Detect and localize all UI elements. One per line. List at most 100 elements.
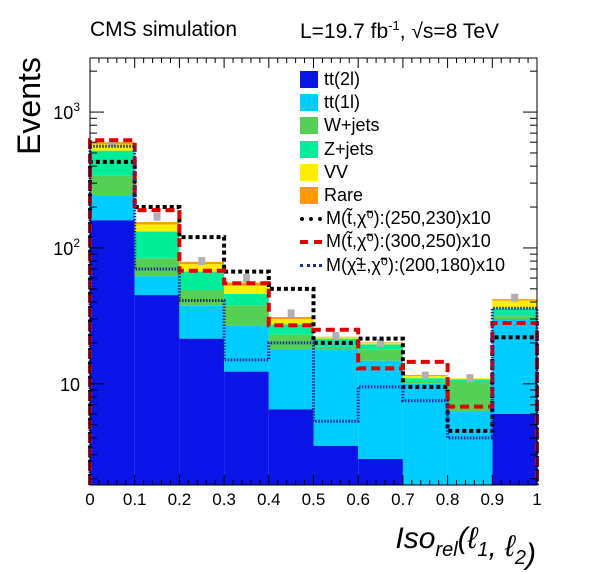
legend-label: W+jets [324, 115, 380, 136]
legend-entry: tt(1l) [300, 91, 505, 114]
y-tick-label: 10 [60, 375, 80, 395]
y-tick-label: 102 [53, 236, 80, 259]
uncertainty-marker [332, 331, 340, 340]
legend-entry: M(t̃,χ̃⁰):(250,230)x10 [300, 207, 505, 230]
legend-entry: Rare [300, 184, 505, 207]
legend-label: M(χ̃±,χ̃⁰):(200,180)x10 [326, 254, 506, 275]
stack-bar [90, 220, 135, 485]
stack-bar [134, 276, 180, 296]
stack-bar [268, 324, 314, 335]
stack-bar [134, 231, 180, 259]
lumi-text: L=19.7 fb [300, 20, 389, 43]
x-tick-label: 1 [532, 490, 541, 509]
stack-bar [224, 285, 269, 295]
legend-swatch [300, 117, 318, 135]
stack-bar [179, 338, 225, 485]
stack-bar [134, 224, 180, 232]
stack-bar [492, 300, 537, 309]
legend-swatch [300, 140, 318, 158]
y-tick-label: 103 [53, 100, 80, 123]
energy-text: , √s=8 TeV [399, 20, 500, 43]
stack-bar [134, 258, 180, 277]
legend-swatch [300, 187, 318, 205]
uncertainty-marker [421, 371, 429, 380]
x-tick-label: 0.5 [302, 490, 326, 509]
stack-bar [268, 349, 314, 410]
uncertainty-marker [466, 374, 474, 383]
uncertainty-marker [511, 293, 519, 302]
stack-bar [313, 445, 359, 485]
stack-bar [268, 317, 314, 319]
legend-label: tt(2l) [324, 69, 360, 90]
x-tick-label: 0 [85, 490, 94, 509]
legend-entry: M(t̃,χ̃⁰):(300,250)x10 [300, 230, 505, 253]
stack-bar [358, 360, 403, 459]
x-axis-title: Isorel(ℓ1, ℓ2) [395, 522, 536, 571]
legend: tt(2l) tt(1l) W+jets Z+jets VV Rare M(t̃… [300, 68, 505, 277]
legend-swatch [300, 163, 318, 181]
uncertainty-marker [242, 274, 250, 283]
legend-entry: tt(2l) [300, 68, 505, 91]
stack-bar [447, 412, 493, 485]
legend-entry: Z+jets [300, 138, 505, 161]
y-axis-title: Events [11, 57, 47, 155]
stack-bar [224, 305, 269, 326]
legend-swatch [300, 71, 318, 89]
stack-bar [358, 349, 403, 361]
header-left: CMS simulation [90, 18, 238, 41]
stack-bar [90, 195, 135, 221]
stack-bar [268, 318, 314, 325]
x-tick-label: 0.4 [257, 490, 281, 509]
stack-bar [313, 346, 359, 350]
uncertainty-marker [287, 309, 295, 318]
legend-label: Z+jets [324, 138, 374, 159]
legend-label: M(t̃,χ̃⁰):(300,250)x10 [326, 231, 491, 252]
stack-bar [268, 334, 314, 350]
stack-bar [134, 295, 180, 485]
x-tick-label: 0.9 [480, 490, 504, 509]
uncertainty-marker [198, 257, 206, 266]
signal-line [88, 138, 539, 485]
uncertainty-marker [377, 338, 385, 347]
x-tick-label: 0.2 [168, 490, 192, 509]
legend-label: M(t̃,χ̃⁰):(250,230)x10 [326, 208, 491, 229]
stack-bar [492, 413, 537, 485]
stack-bar [90, 175, 135, 196]
stack-bar [402, 383, 448, 485]
x-tick-label: 0.8 [436, 490, 460, 509]
stack-bar [402, 380, 448, 384]
stack-bar [134, 222, 180, 225]
stack-bar [179, 290, 225, 306]
x-tick-label: 0.3 [212, 490, 236, 509]
lumi-exponent: -1 [388, 18, 400, 33]
stack-bar [358, 458, 403, 485]
stack-bar [492, 316, 537, 319]
x-tick-label: 0.1 [123, 490, 147, 509]
stack-bar [492, 308, 537, 317]
stack-bar [179, 305, 225, 339]
legend-label: VV [324, 161, 349, 182]
legend-line [300, 263, 322, 267]
legend-entry: VV [300, 161, 505, 184]
stack-bar [313, 349, 359, 446]
signal-line [88, 159, 539, 485]
stack-bar [179, 264, 225, 272]
stack-bar [179, 271, 225, 291]
stack-bar [224, 325, 269, 372]
stack-bar [224, 371, 269, 485]
x-tick-label: 0.7 [391, 490, 415, 509]
legend-label: Rare [324, 185, 364, 206]
stack-bar [224, 294, 269, 306]
legend-swatch [300, 94, 318, 112]
legend-entry: W+jets [300, 114, 505, 137]
signal-line [88, 144, 539, 485]
stack-bar [492, 318, 537, 414]
header-right: L=19.7 fb-1, √s=8 TeV [300, 18, 499, 44]
uncertainty-marker [153, 212, 161, 221]
stack-bar [268, 409, 314, 485]
legend-line [300, 239, 322, 244]
legend-label: tt(1l) [324, 92, 360, 113]
legend-line [300, 216, 322, 221]
legend-entry: M(χ̃±,χ̃⁰):(200,180)x10 [300, 254, 505, 277]
